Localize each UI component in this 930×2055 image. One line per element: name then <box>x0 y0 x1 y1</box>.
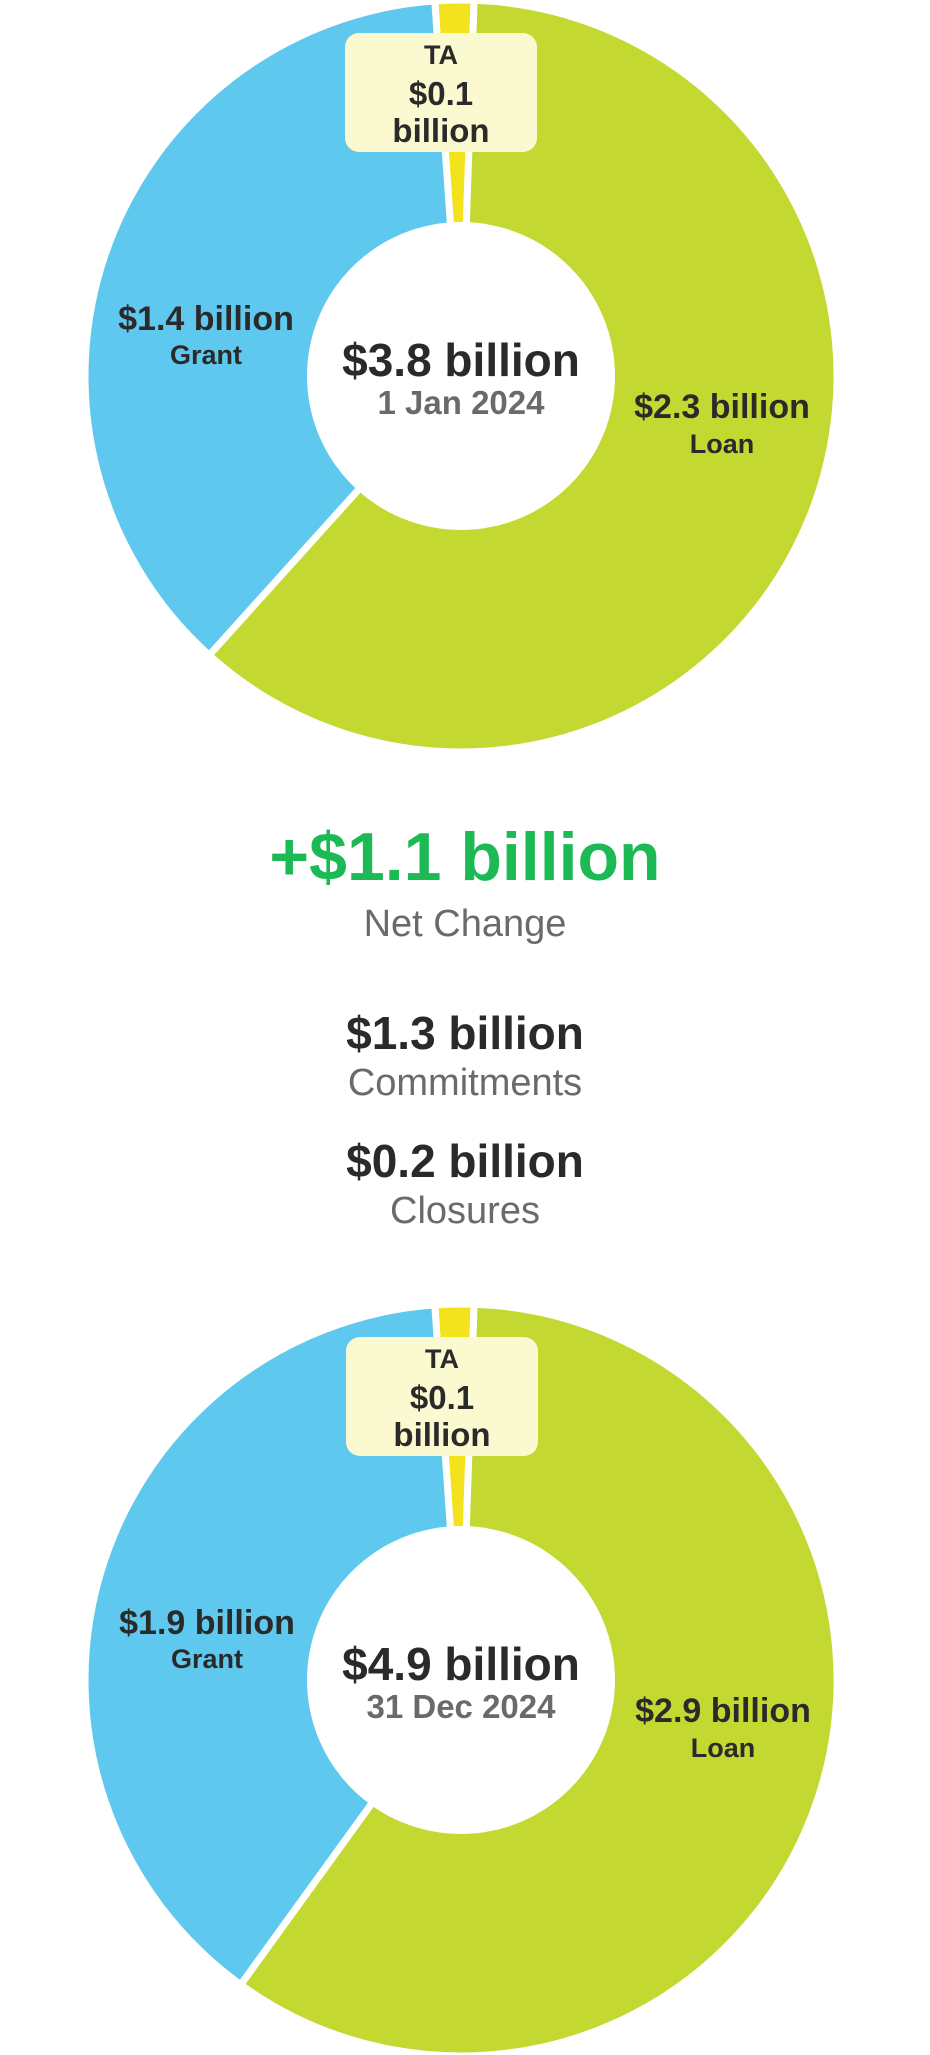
grant-value-label: $1.9 billion <box>119 1604 295 1642</box>
ta-label-value: $0.1 <box>410 1379 474 1416</box>
ta-label-name: TA <box>424 40 458 70</box>
slice-grant <box>81 1301 465 1989</box>
closures-value: $0.2 billion <box>346 1135 584 1187</box>
closures-block: $0.2 billion Closures <box>0 1138 930 1230</box>
center-total: $3.8 billion <box>342 334 580 386</box>
ta-label-unit: billion <box>392 112 489 149</box>
loan-name-label: Loan <box>691 1733 756 1763</box>
center-date: 31 Dec 2024 <box>367 1688 557 1725</box>
donut-hole <box>307 222 615 530</box>
ta-label-box <box>346 1337 538 1456</box>
grant-name-label: Grant <box>171 1644 243 1674</box>
net-change-value: +$1.1 billion <box>269 819 661 895</box>
loan-name-label: Loan <box>690 429 755 459</box>
grant-name-label: Grant <box>170 340 242 370</box>
slice-grant <box>81 0 465 659</box>
ta-label-box <box>345 33 537 152</box>
loan-value-label: $2.3 billion <box>634 388 810 426</box>
closures-label: Closures <box>390 1190 540 1232</box>
loan-value-label: $2.9 billion <box>635 1692 811 1730</box>
net-change-block: +$1.1 billion Net Change <box>0 823 930 943</box>
ta-label-name: TA <box>425 1344 459 1374</box>
donut-chart-jan-2024: TA $0.1 billion $1.4 billion Grant $2.3 … <box>81 0 841 756</box>
net-change-label: Net Change <box>363 903 567 945</box>
commitments-block: $1.3 billion Commitments <box>0 1010 930 1102</box>
ta-label-unit: billion <box>393 1416 490 1453</box>
center-total: $4.9 billion <box>342 1638 580 1690</box>
center-date: 1 Jan 2024 <box>378 384 546 421</box>
donut-hole <box>307 1526 615 1834</box>
commitments-value: $1.3 billion <box>346 1007 584 1059</box>
grant-value-label: $1.4 billion <box>118 300 294 338</box>
donut-chart-dec-2024: TA $0.1 billion $1.9 billion Grant $2.9 … <box>81 1300 841 2055</box>
ta-label-value: $0.1 <box>409 75 473 112</box>
commitments-label: Commitments <box>347 1062 583 1104</box>
